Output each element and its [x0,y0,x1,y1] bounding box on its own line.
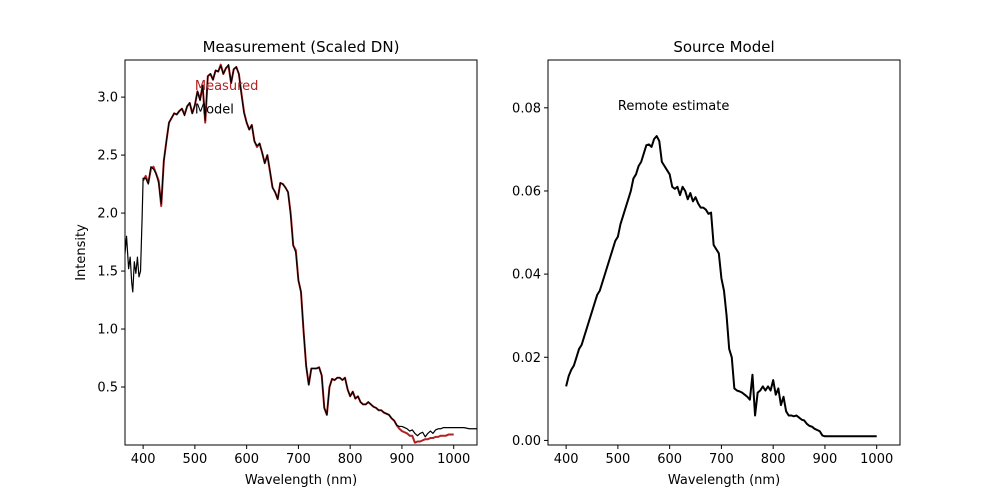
axes-frame [547,59,901,446]
y-tick-label: 2.0 [97,207,118,222]
x-tick-label: 500 [605,452,630,467]
y-tick-label: 0.00 [512,434,541,449]
x-tick-label: 700 [709,452,734,467]
annotation-remote-estimate: Remote estimate [618,99,730,114]
y-tick-label: 2.5 [97,149,118,164]
x-tick-label: 700 [286,452,311,467]
x-tick-label: 800 [761,452,786,467]
x-tick-label: 500 [182,452,207,467]
x-tick-label: 800 [338,452,363,467]
y-tick-label: 1.0 [97,323,118,338]
y-tick-label: 0.5 [97,381,118,396]
plot-area [125,63,477,444]
y-tick-label: 1.5 [97,265,118,280]
chart-title: Measurement (Scaled DN) [203,38,400,56]
annotation-measured: Measured [195,79,259,94]
series-line-model [125,64,477,438]
y-tick-label: 3.0 [97,91,118,106]
series-line-0 [565,135,877,438]
y-tick-label: 0.04 [512,268,541,283]
axes-frame [124,59,478,446]
y-axis-label: Intensity [74,224,89,281]
x-axis-label: Wavelength (nm) [668,473,780,488]
x-tick-label: 1000 [860,452,893,467]
y-tick-label: 0.08 [512,101,541,116]
annotation-model: Model [195,102,234,117]
x-axis-label: Wavelength (nm) [245,473,357,488]
x-tick-label: 600 [657,452,682,467]
y-tick-label: 0.02 [512,351,541,366]
x-tick-label: 400 [554,452,579,467]
x-tick-label: 900 [813,452,838,467]
plot-area [565,135,877,438]
x-tick-label: 600 [234,452,259,467]
y-tick-label: 0.06 [512,184,541,199]
chart-title: Source Model [673,38,774,56]
x-tick-label: 900 [390,452,415,467]
panel-source-model: 400 500 600 700 800 900 1000 0.00 0.02 0.04 0.06 0.… [512,38,901,488]
x-tick-label: 400 [131,452,156,467]
panel-measurement: 400 500 600 700 800 900 1000 0.5 1.0 1.5 2.0 2.5 3.0… [74,38,478,488]
x-tick-label: 1000 [437,452,470,467]
